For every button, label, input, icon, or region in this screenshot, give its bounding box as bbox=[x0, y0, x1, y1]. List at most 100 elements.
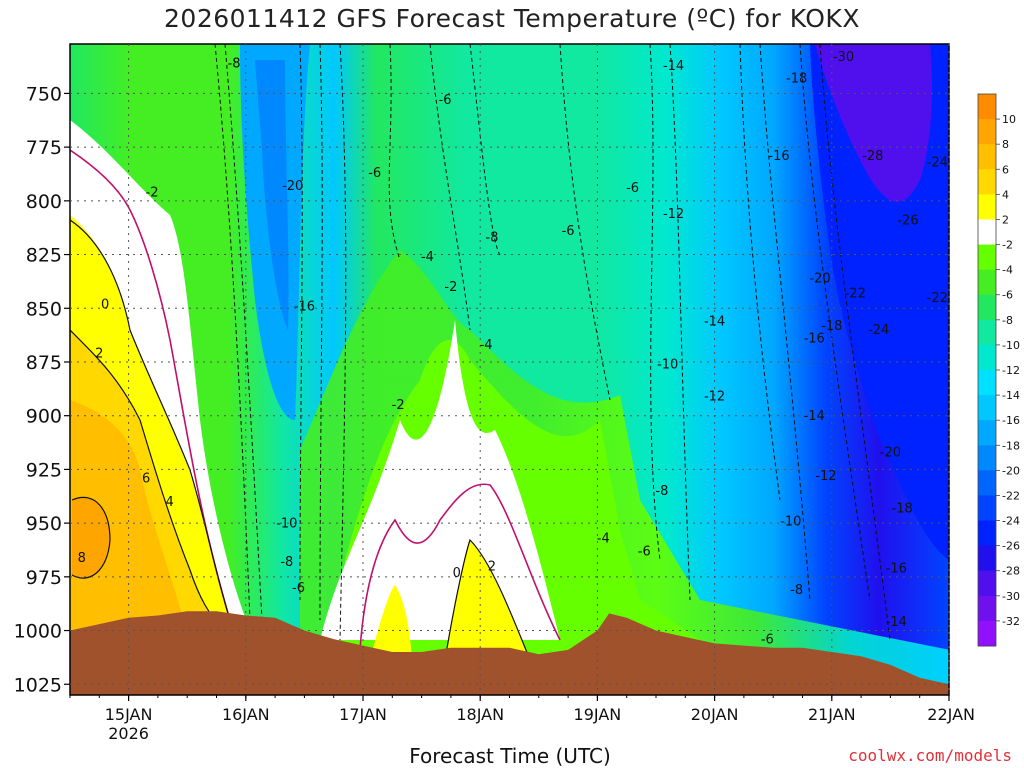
colorbar-label: -26 bbox=[1002, 540, 1020, 553]
isotherm-line bbox=[799, 44, 871, 601]
isotherm-line bbox=[649, 44, 661, 561]
contour-label: -6 bbox=[562, 224, 575, 239]
contour-label: -8 bbox=[655, 484, 668, 499]
contour-label: -4 bbox=[421, 250, 434, 265]
contour-label: -8 bbox=[485, 231, 498, 246]
temperature-field bbox=[70, 44, 949, 695]
isotherm-line bbox=[469, 44, 501, 256]
freezing-lines bbox=[70, 149, 561, 651]
contour-label: -10 bbox=[780, 514, 801, 529]
y-tick-label: 800 bbox=[26, 191, 62, 213]
x-tick-label: 18JAN bbox=[456, 705, 504, 724]
contour-label: -4 bbox=[597, 531, 610, 546]
contour-label: -6 bbox=[638, 544, 651, 559]
contour-label: -2 bbox=[392, 398, 405, 413]
contour-label: 2 bbox=[95, 347, 103, 362]
contour-label: -6 bbox=[439, 93, 452, 108]
y-tick-label: 775 bbox=[26, 137, 62, 159]
isotherm-line bbox=[759, 44, 811, 601]
colorbar-swatch bbox=[978, 269, 996, 296]
colorbar-swatch bbox=[978, 194, 996, 220]
contour-label: -28 bbox=[862, 149, 883, 164]
contour-label: -20 bbox=[880, 446, 901, 461]
colorbar-label: -22 bbox=[1002, 489, 1020, 502]
contour-label: -18 bbox=[821, 319, 842, 334]
colorbar-swatch bbox=[978, 144, 996, 170]
contour-label: -22 bbox=[845, 287, 866, 302]
isotherm-line bbox=[559, 44, 611, 401]
x-tick-sublabel: 2026 bbox=[108, 724, 149, 743]
colorbar-label: -10 bbox=[1002, 339, 1020, 352]
contour-label: -4 bbox=[480, 338, 493, 353]
warm-contours bbox=[70, 219, 531, 661]
contour-label: -10 bbox=[276, 516, 297, 531]
contour-label: -16 bbox=[886, 562, 907, 577]
colorbar-label: -6 bbox=[1002, 289, 1013, 302]
contour-6c bbox=[71, 496, 111, 579]
colorbar-label: -14 bbox=[1002, 389, 1020, 402]
contour-label: -6 bbox=[292, 581, 305, 596]
contour-label: 8 bbox=[78, 551, 86, 566]
y-tick-label: 825 bbox=[26, 245, 62, 267]
colorbar-label: 6 bbox=[1002, 163, 1009, 176]
colorbar-label: -12 bbox=[1002, 364, 1020, 377]
isotherm-line bbox=[299, 44, 303, 601]
contour-label: 2 bbox=[488, 559, 496, 574]
contour-label: 0 bbox=[101, 297, 109, 312]
colorbar-swatch bbox=[978, 470, 996, 496]
y-tick-label: 1000 bbox=[14, 621, 62, 643]
colorbar-swatch bbox=[978, 495, 996, 522]
contour-label: -12 bbox=[663, 207, 684, 222]
y-tick-label: 925 bbox=[26, 459, 62, 481]
colorbar-label: -24 bbox=[1002, 515, 1020, 528]
x-tick-label: 20JAN bbox=[691, 705, 739, 724]
contour-label: -16 bbox=[294, 299, 315, 314]
contour-label: -18 bbox=[786, 72, 807, 87]
colorbar-label: -32 bbox=[1002, 615, 1020, 628]
contour-label: -26 bbox=[897, 213, 918, 228]
y-tick-label: 875 bbox=[26, 352, 62, 374]
colorbar-swatch bbox=[978, 595, 996, 622]
colorbar-swatch bbox=[978, 370, 996, 396]
contour-label: -6 bbox=[626, 181, 639, 196]
field-cold-core-inner bbox=[255, 60, 289, 330]
colorbar-label: 8 bbox=[1002, 138, 1009, 151]
contour-label: -30 bbox=[833, 50, 854, 65]
field-midweek-yellow-a bbox=[370, 585, 412, 660]
contour-label: -14 bbox=[804, 409, 825, 424]
x-tick-label: 21JAN bbox=[808, 705, 856, 724]
colorbar-swatch bbox=[978, 545, 996, 572]
colorbar-label: -4 bbox=[1002, 264, 1013, 277]
contour-label: -22 bbox=[927, 291, 948, 306]
contour-label: -6 bbox=[761, 632, 774, 647]
colorbar-label: -18 bbox=[1002, 439, 1020, 452]
x-tick-label: 19JAN bbox=[574, 705, 622, 724]
field-warm-dark-orange bbox=[72, 497, 110, 579]
isotherm-line bbox=[339, 44, 347, 641]
colorbar-label: -20 bbox=[1002, 464, 1020, 477]
contour-label: -12 bbox=[815, 469, 836, 484]
credit-link[interactable]: coolwx.com/models bbox=[848, 746, 1012, 765]
colorbar-label: -30 bbox=[1002, 590, 1020, 603]
freezing-line-0c bbox=[70, 149, 231, 621]
colorbar-label: 2 bbox=[1002, 213, 1009, 226]
contour-2c-midweek bbox=[444, 538, 531, 661]
y-tick-label: 850 bbox=[26, 298, 62, 320]
colorbar: 10 8 6 4 2 -2 -4 -6 -8 -10 -12 -14 -16 -18 -20 -22 -24 -2… bbox=[977, 93, 1020, 647]
colorbar-label: 4 bbox=[1002, 188, 1009, 201]
contour-label: -8 bbox=[228, 57, 241, 72]
contour-label: -24 bbox=[927, 155, 948, 170]
x-tick-label: 16JAN bbox=[222, 705, 270, 724]
colorbar-label: -8 bbox=[1002, 314, 1013, 327]
contour-label: -14 bbox=[704, 314, 725, 329]
y-tick-label: 900 bbox=[26, 406, 62, 428]
x-tick-label: 15JAN bbox=[105, 705, 153, 724]
colorbar-swatch bbox=[978, 244, 996, 271]
x-axis-label: Forecast Time (UTC) bbox=[409, 744, 611, 768]
contour-label: 6 bbox=[142, 471, 150, 486]
chart-title: 2026011412 GFS Forecast Temperature (ºC)… bbox=[164, 4, 860, 33]
terrain-surface bbox=[70, 611, 949, 695]
contour-label: -2 bbox=[146, 186, 159, 201]
colorbar-label: -16 bbox=[1002, 414, 1020, 427]
